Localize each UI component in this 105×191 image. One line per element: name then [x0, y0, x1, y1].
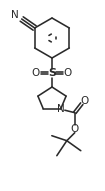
Text: O: O — [64, 68, 72, 78]
Text: N: N — [57, 104, 65, 114]
Text: S: S — [48, 68, 56, 78]
Text: N: N — [11, 10, 19, 20]
Text: O: O — [32, 68, 40, 78]
Text: O: O — [81, 96, 89, 106]
Text: O: O — [71, 124, 79, 134]
